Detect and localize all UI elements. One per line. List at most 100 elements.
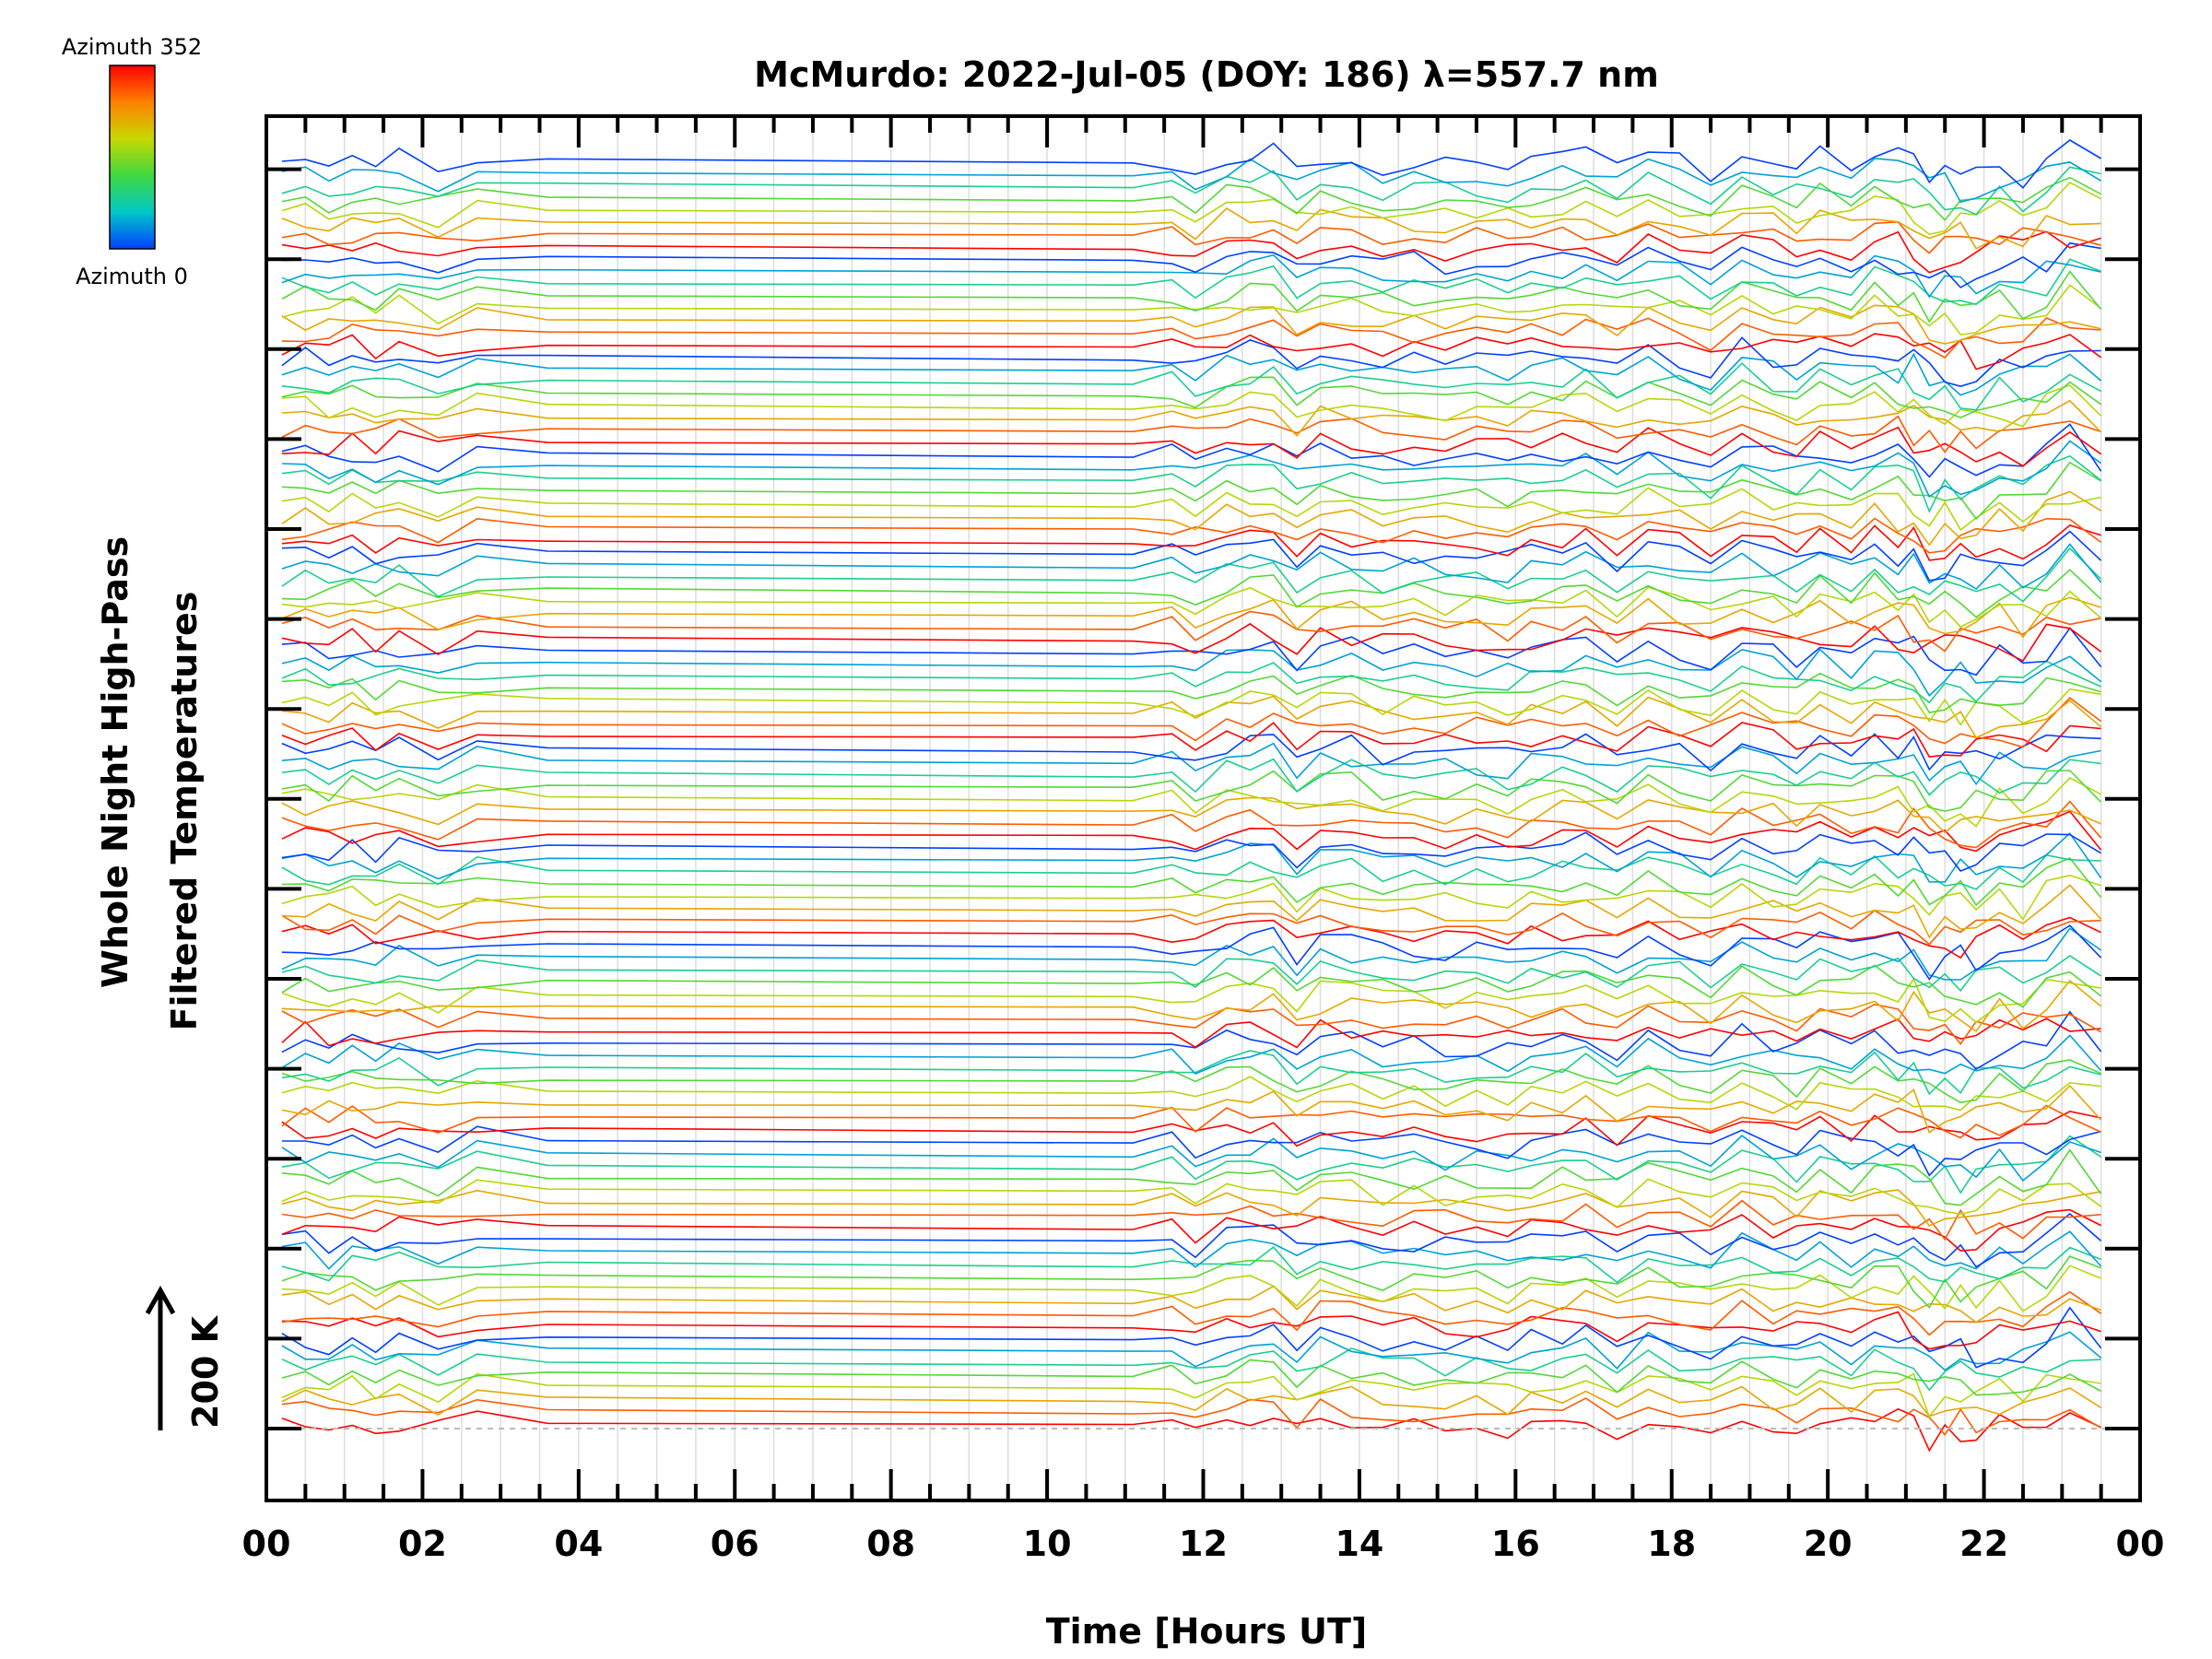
x-tick-label: 00 [2116,1524,2165,1564]
temperature-trace [281,241,2101,288]
temperature-trace [281,1125,2101,1177]
temperature-trace [281,1311,2101,1350]
temperature-trace [281,596,2101,639]
temperature-trace [281,777,2101,828]
temperature-trace [281,586,2102,629]
chart-title: McMurdo: 2022-Jul-05 (DOY: 186) λ=557.7 … [754,54,1659,95]
temperature-trace [281,695,2102,739]
temperature-trace [281,831,2102,883]
x-tick-label: 14 [1335,1524,1383,1564]
temperature-trace [281,758,2101,796]
temperature-trace [281,426,2102,467]
temperature-trace [281,1084,2102,1134]
temperature-trace [281,1331,2102,1371]
temperature-trace [281,547,2102,603]
colorbar-gradient [109,65,156,250]
temperature-trace [281,924,2102,982]
temperature-trace [281,440,2102,499]
temperature-trace [281,1347,2101,1392]
temperature-trace [281,284,2102,336]
x-tick-labels: 00 02 04 06 08 10 12 14 16 18 20 22 00 [242,1524,2165,1564]
temperature-trace [281,688,2101,726]
temperature-trace [281,874,2101,921]
temperature-trace [281,1306,2102,1369]
temperature-trace [281,733,2101,772]
temperature-trace [281,648,2102,697]
temperature-trace [281,955,2102,993]
temperature-trace [281,1189,2101,1227]
temperature-trace [281,270,2102,324]
colorbar-bottom-label: Azimuth 0 [76,264,188,289]
azimuth-colorbar: Azimuth 352 Azimuth 0 [62,34,202,289]
temperature-trace [281,672,2101,713]
temperature-trace [281,770,2102,812]
temperature-trace [281,220,2101,254]
temperature-trace [281,1407,2101,1453]
temperature-trace [281,742,2101,786]
temperature-trace [281,853,2101,890]
temperature-trace [281,722,2101,759]
x-tick-label: 02 [398,1524,447,1564]
temperature-trace [281,517,2102,554]
temperature-trace [281,333,2102,371]
temperature-trace [281,166,2101,216]
temperature-trace [281,423,2102,478]
temperature-trace [281,454,2102,513]
temperature-trace [281,884,2102,939]
temperature-trace [281,927,2102,981]
temperature-trace [281,383,2102,428]
temperature-trace [281,1255,2101,1309]
x-tick-label: 10 [1023,1524,1072,1564]
temperature-trace [281,415,2101,453]
y-axis-label: Whole Night High-Pass Filtered Temperatu… [95,536,205,1030]
x-gridlines [304,116,2102,1500]
temperature-trace [281,916,2101,959]
temperature-trace [281,182,2101,235]
temperature-trace [281,1285,2101,1324]
x-tick-label: 00 [242,1524,291,1564]
temperature-trace [281,336,2101,388]
temperature-trace [281,1111,2101,1147]
x-tick-label: 12 [1179,1524,1228,1564]
temperature-trace [281,1076,2101,1112]
temperature-trace [281,1212,2102,1268]
x-tick-label: 20 [1804,1524,1853,1564]
temperature-trace [281,979,2102,1033]
temperature-trace [281,909,2101,946]
temperature-trace [281,1178,2102,1216]
temperature-trace [281,1359,2101,1396]
temperature-trace [281,461,2102,521]
y-axis-label-line1: Whole Night High-Pass [95,536,135,988]
scale-label: 200 K [185,1314,226,1429]
temperature-trace [281,176,2101,221]
temperature-trace [281,1148,2102,1206]
temperature-trace [281,1135,2102,1194]
scale-bar: 200 K [145,1285,226,1430]
temperature-trace [281,206,2101,250]
y-axis-label-line2: Filtered Temperatures [164,592,205,1031]
x-tick-label: 22 [1959,1524,2008,1564]
x-tick-label: 08 [866,1524,915,1564]
x-tick-label: 06 [711,1524,759,1564]
temperature-trace [281,810,2102,853]
temperature-trace [281,697,2102,748]
temperature-trace [281,317,2101,359]
temperature-trace [281,569,2102,618]
temperature-trace [281,253,2101,299]
temperature-trace [281,139,2102,189]
temperature-trace [281,1018,2101,1049]
temperature-trace [281,1135,2101,1182]
temperature-trace [281,1059,2101,1104]
colorbar-top-label: Azimuth 352 [62,34,202,60]
temperature-trace [281,487,2101,532]
temperature-trace [281,1397,2101,1437]
temperature-trace [281,1050,2101,1096]
temperature-trace [281,1010,2102,1070]
temperature-trace [281,376,2102,418]
x-tick-label: 16 [1491,1524,1540,1564]
temperature-trace [281,964,2102,1008]
temperature-traces [281,139,2102,1453]
temperature-trace [281,230,2101,274]
x-tick-label: 18 [1647,1524,1696,1564]
temperature-trace [281,1003,2101,1046]
